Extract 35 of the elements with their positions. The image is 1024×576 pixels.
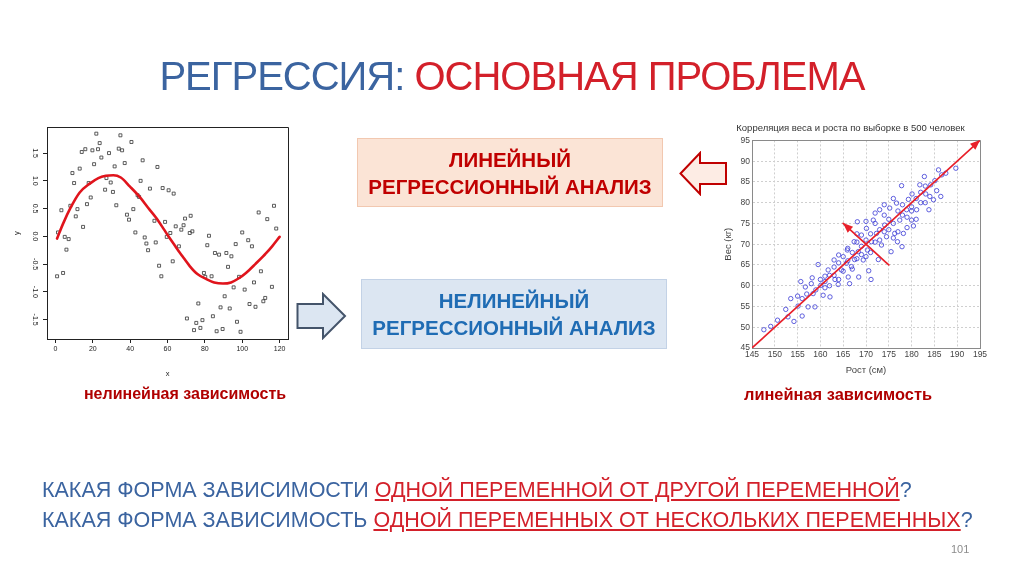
y-tick-label: 50 <box>740 321 751 332</box>
y-tick-label: 65 <box>740 259 751 270</box>
y-tick-label: 85 <box>740 176 751 187</box>
text: КАКАЯ ФОРМА ЗАВИСИМОСТИ <box>42 478 369 502</box>
label-box: НЕЛИНЕЙНЫЙ РЕГРЕССИОННЫЙ АНАЛИЗ <box>361 279 667 349</box>
text: нелинейная зависимость <box>83 385 287 403</box>
y-tick-label: 80 <box>740 197 751 208</box>
text: линейная зависимость <box>743 385 933 404</box>
x-tick-label: 150 <box>767 349 783 360</box>
y-tick-label: 90 <box>740 155 751 166</box>
y-tick-label: 70 <box>740 238 751 249</box>
text: ОДНОЙ ПЕРЕМЕННЫХ ОТ НЕСКОЛЬКИХ ПЕРЕМЕННЫХ <box>373 508 961 532</box>
text: ? <box>960 508 973 532</box>
chart-title: Корреляция веса и роста по выборке в 500 человек <box>736 122 966 134</box>
x-tick-label: 195 <box>972 349 988 360</box>
label-box: ЛИНЕЙНЫЙ РЕГРЕССИОННЫЙ АНАЛИЗ <box>357 138 663 207</box>
y-axis-title: Вес (кг) <box>722 227 734 261</box>
text: КАКАЯ ФОРМА ЗАВИСИМОСТЬ <box>42 508 368 532</box>
text: ? <box>899 478 912 502</box>
x-tick-label: 190 <box>950 349 965 360</box>
text: 101 <box>951 543 970 555</box>
text: ОДНОЙ ПЕРЕМЕННОЙ ОТ ДРУГОЙ ПЕРЕМЕННОЙ <box>374 478 900 502</box>
text: РЕГРЕССИЯ: ОСНОВНАЯ ПРОБЛЕМА <box>159 54 865 98</box>
x-tick-label: 180 <box>904 349 919 360</box>
x-tick-label: 175 <box>881 349 897 360</box>
y-tick-label: 75 <box>740 217 751 228</box>
x-tick-label: 165 <box>836 349 851 360</box>
y-tick-label: 95 <box>740 134 751 145</box>
y-tick-label: 60 <box>740 280 751 291</box>
x-tick-label: 185 <box>927 349 942 360</box>
x-tick-label: 160 <box>813 349 828 360</box>
x-axis-title: Рост (см) <box>845 363 887 375</box>
x-tick-label: 170 <box>858 349 874 360</box>
y-tick-label: 55 <box>740 300 751 311</box>
x-tick-label: 155 <box>790 349 805 360</box>
